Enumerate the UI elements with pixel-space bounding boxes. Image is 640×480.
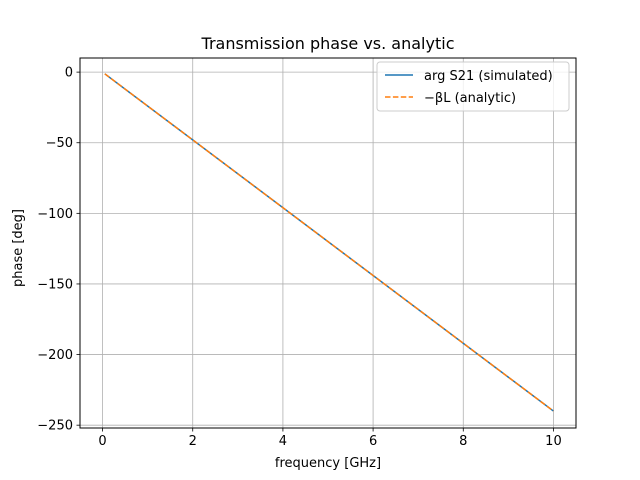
y-tick-label: −150 [37,277,73,292]
x-tick-label: 0 [98,434,106,449]
x-tick-label: 6 [369,434,377,449]
x-tick-label: 8 [459,434,467,449]
x-tick-label: 10 [545,434,562,449]
chart-title: Transmission phase vs. analytic [201,34,455,53]
legend-box [376,61,570,112]
x-axis-label: frequency [GHz] [275,456,381,471]
y-axis-label: phase [deg] [11,209,26,287]
axes-frame [79,57,577,429]
y-tick-label: −250 [37,419,73,434]
y-tick-label: 0 [65,66,73,81]
y-tick-label: −50 [46,136,73,151]
x-tick-label: 4 [279,434,287,449]
legend-label-simulated: arg S21 (simulated) [424,69,553,84]
plot-series [104,73,554,412]
y-tick-label: −100 [37,207,73,222]
legend-label-analytic: −βL (analytic) [424,91,516,106]
x-tick-label: 2 [189,434,197,449]
axis-ticks: 0 2 4 6 8 10 0 −50 −100 −150 −200 −250 [37,66,561,449]
series-line-1 [104,73,554,412]
grid-lines [80,58,576,428]
legend: arg S21 (simulated) −βL (analytic) [376,61,570,112]
y-tick-label: −200 [37,348,73,363]
